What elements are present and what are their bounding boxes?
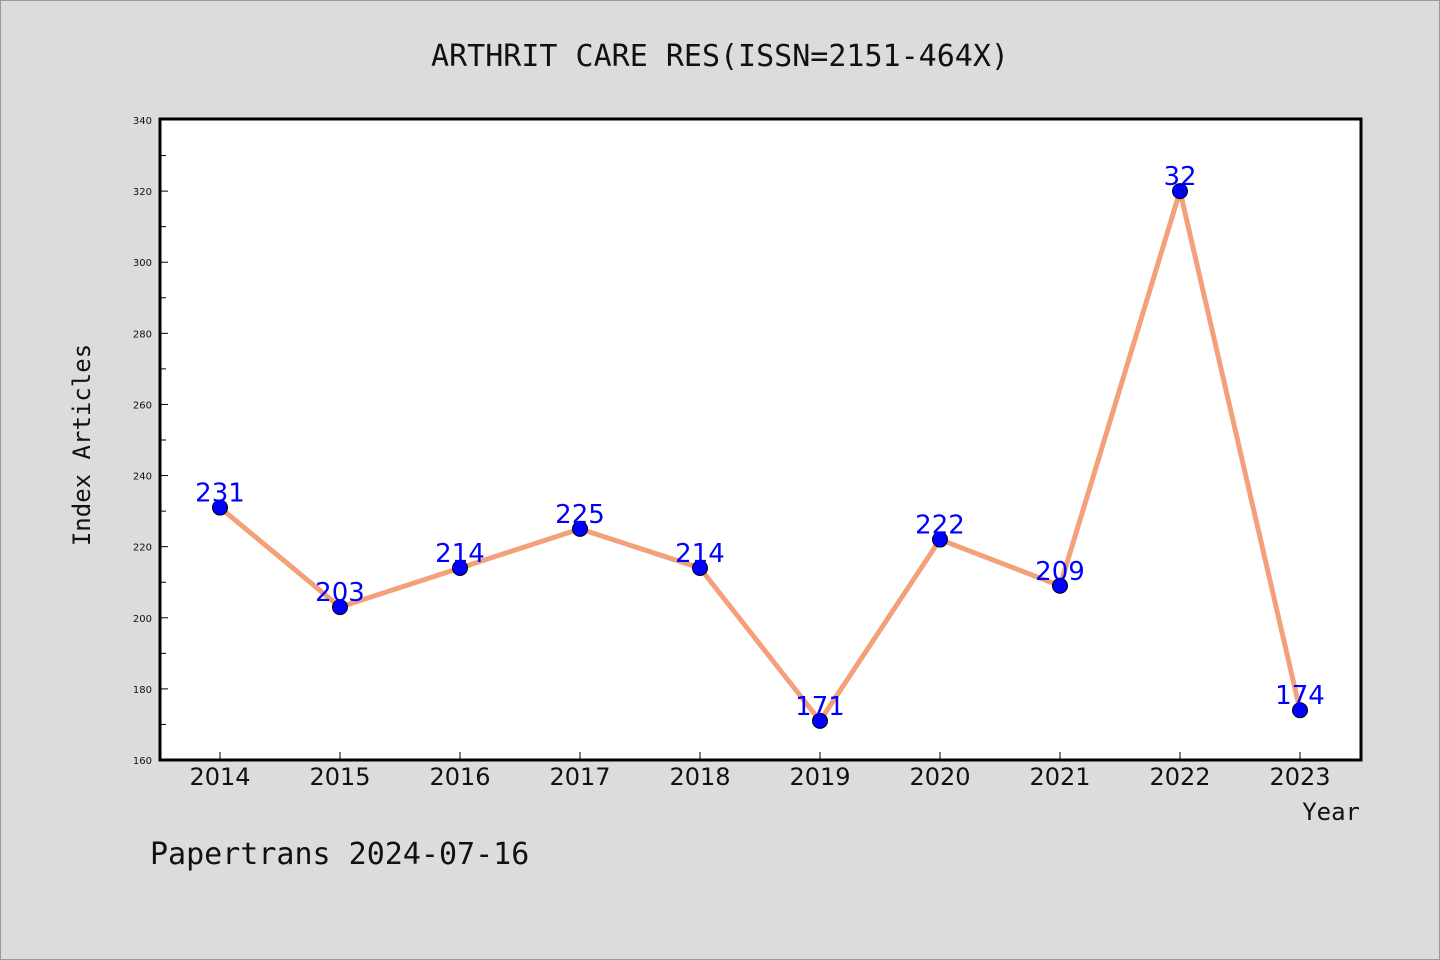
data-point-2021 — [1052, 577, 1068, 594]
x-tick-label: 2019 — [789, 763, 850, 791]
y-axis-label: Index Articles — [68, 344, 96, 546]
data-label-2017: 225 — [555, 500, 605, 530]
y-tick-label: 220 — [133, 543, 152, 554]
y-tick-label: 160 — [133, 756, 152, 767]
y-tick-label: 260 — [133, 400, 152, 411]
data-point-2020 — [932, 531, 948, 548]
data-point-2023 — [1292, 702, 1308, 719]
data-label-2022: 32 — [1163, 162, 1196, 192]
x-tick-label: 2020 — [909, 763, 970, 791]
data-label-2021: 209 — [1035, 557, 1085, 587]
x-tick-label: 2017 — [549, 763, 610, 791]
y-tick-label: 300 — [133, 258, 152, 269]
x-tick-label: 2018 — [669, 763, 730, 791]
data-point-2016 — [452, 560, 468, 576]
x-tick-label: 2014 — [189, 763, 250, 791]
data-label-2019: 171 — [795, 692, 845, 722]
data-point-2017 — [572, 520, 588, 537]
y-tick-label: 320 — [133, 187, 152, 198]
y-tick-label: 280 — [133, 329, 152, 340]
chart-title: ARTHRIT CARE RES(ISSN=2151-464X) — [431, 39, 1009, 74]
series-line — [218, 188, 1303, 724]
x-tick-label: 2016 — [429, 763, 490, 791]
x-tick-label: 2015 — [309, 763, 370, 791]
y-tick-label: 340 — [133, 116, 152, 127]
data-point-2019 — [812, 712, 828, 729]
data-point-2018 — [692, 560, 708, 576]
data-point-2022 — [1172, 183, 1188, 200]
x-axis: 2014 2015 2016 2017 2018 2019 2020 2021 2022 2023 — [189, 752, 1331, 791]
data-label-2023: 174 — [1275, 681, 1325, 711]
y-axis: 160 180 200 220 240 260 280 300 320 340 — [133, 116, 168, 767]
x-tick-label: 2021 — [1029, 763, 1090, 791]
data-label-2015: 203 — [315, 578, 365, 608]
x-tick-label: 2022 — [1149, 763, 1210, 791]
x-tick-label: 2023 — [1269, 763, 1330, 791]
data-label-2020: 222 — [915, 511, 965, 541]
data-label-2016: 214 — [435, 539, 485, 569]
data-label-2014: 231 — [195, 479, 245, 509]
data-point-2015 — [332, 599, 348, 616]
plot-area — [158, 117, 1363, 762]
footer-watermark: Papertrans 2024-07-16 — [150, 837, 529, 872]
y-tick-label: 180 — [133, 685, 152, 696]
data-point-2014 — [212, 499, 228, 516]
data-label-2018: 214 — [675, 539, 725, 569]
y-tick-label: 240 — [133, 472, 152, 483]
x-axis-label: Year — [1302, 798, 1360, 826]
series-articles: 231 203 214 225 214 171 222 209 32 174 — [195, 162, 1325, 729]
y-tick-label: 200 — [133, 614, 152, 625]
